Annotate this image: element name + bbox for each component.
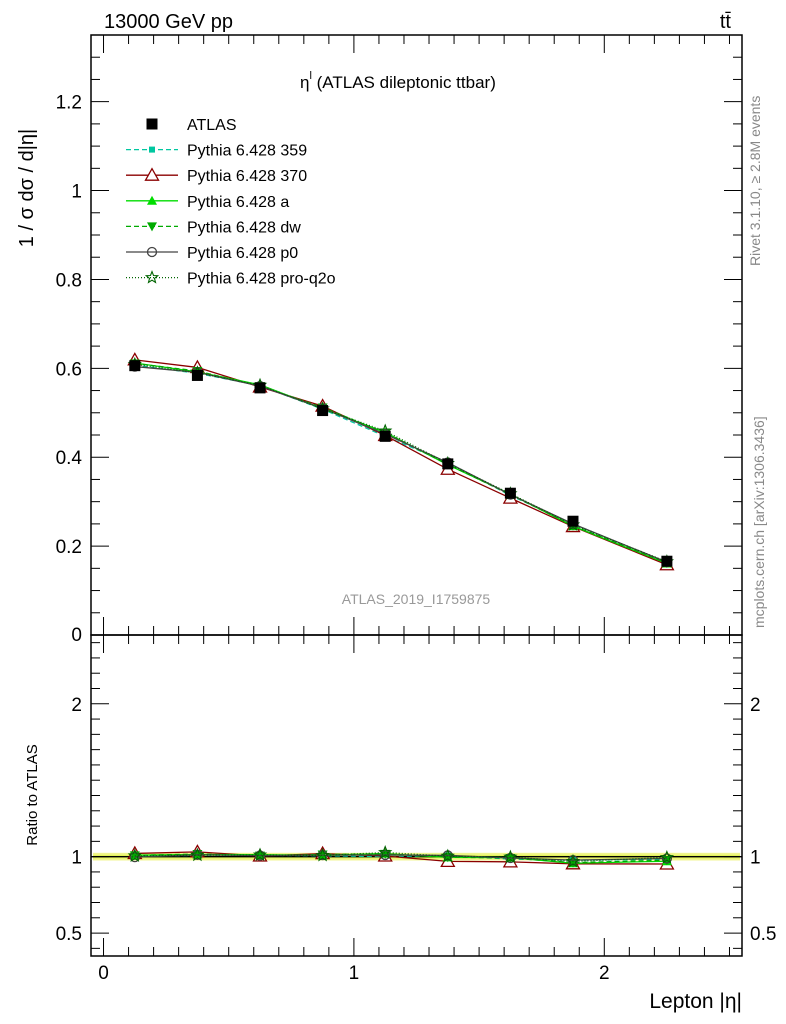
data-point: [442, 458, 454, 470]
data-point: [254, 382, 266, 394]
x-axis-label: Lepton |η|: [649, 990, 742, 1013]
y-tick-label: 0.8: [56, 270, 82, 291]
series-atlas: [129, 360, 673, 567]
legend-label: Pythia 6.428 p0: [187, 245, 298, 262]
legend-entry: Pythia 6.428 370: [126, 167, 307, 185]
header-process-label: tt̄: [720, 11, 732, 33]
ratio-data-point: [565, 853, 581, 868]
ratio-series-line: [134, 851, 667, 863]
legend-marker: [147, 195, 157, 205]
ratio-data-point: [380, 849, 391, 861]
ratio-plot-ylabel: Ratio to ATLAS: [24, 744, 41, 845]
ratio-series-pythia-6-428-pro-q2o: [127, 845, 675, 868]
series-line: [134, 363, 668, 563]
data-point: [567, 515, 579, 527]
header-energy-label: 13000 GeV pp: [104, 11, 233, 33]
legend-label: ATLAS: [187, 117, 237, 134]
series-line: [134, 362, 668, 565]
y-tick-label: 1.2: [56, 93, 82, 114]
data-point: [191, 369, 203, 381]
legend-marker: [146, 118, 158, 130]
legend-label: Pythia 6.428 359: [187, 143, 307, 160]
ratio-plot-panel: 0.5 0.5 1 1 2 2 0 1 2 Ratio to ATLAS Lepton |η|: [24, 634, 776, 1013]
y-tick-label: 0.6: [56, 359, 82, 380]
ratio-y-tick-label: 2: [71, 695, 82, 716]
analysis-tag: ATLAS_2019_I1759875: [342, 591, 491, 607]
ratio-y-tick-label: 0.5: [56, 924, 82, 945]
ratio-y-tick-label-right: 1: [750, 848, 761, 869]
x-tick-label: 0: [98, 963, 109, 984]
series-pythia-6-428-dw: [129, 359, 672, 568]
main-plot-series: [127, 352, 675, 571]
legend-marker: [144, 167, 160, 181]
y-tick-label: 0.2: [56, 537, 82, 558]
ratio-data-point: [315, 847, 330, 862]
rivet-label: Rivet 3.1.10, ≥ 2.8M events: [747, 96, 763, 266]
ratio-data-point: [503, 849, 518, 864]
x-tick-label: 1: [349, 963, 360, 984]
legend-label: Pythia 6.428 pro-q2o: [187, 271, 336, 288]
legend-marker: [144, 270, 160, 284]
ratio-data-point: [252, 847, 268, 862]
data-point: [317, 405, 329, 417]
main-plot-panel: 0.2 0.4 0.6 0.8 1 1.2 0 ηl (ATLAS dileptonic t…: [16, 34, 743, 646]
y-tick-label: 1: [71, 182, 82, 203]
legend-label: Pythia 6.428 a: [187, 194, 289, 211]
ratio-data-point: [440, 848, 455, 863]
legend-entry: Pythia 6.428 a: [126, 194, 289, 211]
series-pythia-6-428-pro-q2o: [127, 356, 675, 568]
ratio-data-point: [505, 852, 516, 864]
legend-entry: Pythia 6.428 pro-q2o: [126, 270, 336, 288]
legend-label: Pythia 6.428 370: [187, 168, 307, 185]
legend: ATLAS Pythia 6.428 359 Pythia 6.428 370 Pyt…: [126, 117, 336, 288]
legend-label: Pythia 6.428 dw: [187, 219, 301, 236]
main-plot-ylabel: 1 / σ dσ / d|η|: [16, 129, 38, 247]
ratio-y-tick-label: 1: [71, 848, 82, 869]
ratio-reference-band: 0.5 0.5 1 1 2 2 0 1 2: [56, 635, 776, 984]
series-line: [134, 359, 668, 566]
legend-marker: [149, 146, 155, 153]
y-tick-label: 0.4: [56, 448, 83, 469]
main-plot-axes: 0.2 0.4 0.6 0.8 1 1.2 0: [56, 35, 742, 646]
data-point: [504, 487, 516, 499]
legend-entry: Pythia 6.428 dw: [126, 219, 301, 236]
ratio-data-point: [661, 853, 673, 864]
ratio-y-tick-label-right: 0.5: [750, 924, 776, 945]
main-plot-title: ηl (ATLAS dileptonic ttbar): [300, 70, 496, 92]
ratio-plot-series: [127, 844, 675, 870]
ratio-data-point: [190, 847, 205, 862]
legend-entry: ATLAS: [146, 117, 237, 134]
series-pythia-6-428-359: [131, 362, 670, 566]
mcplots-label: mcplots.cern.ch [arXiv:1306.3436]: [751, 416, 767, 628]
ratio-data-point: [378, 845, 393, 859]
x-tick-label: 2: [599, 963, 610, 984]
legend-marker: [147, 222, 157, 232]
data-point: [129, 360, 141, 372]
ratio-data-point: [127, 848, 142, 862]
series-pythia-6-428-370: [127, 352, 675, 571]
ratio-data-point: [129, 851, 140, 863]
ratio-data-point: [659, 850, 675, 864]
series-line: [134, 362, 668, 564]
ratio-plot-frame: [90, 634, 743, 957]
legend-entry: Pythia 6.428 p0: [126, 245, 298, 262]
y-tick-label-zero: 0: [71, 625, 82, 646]
legend-entry: Pythia 6.428 359: [126, 143, 307, 160]
data-point: [379, 430, 391, 442]
ratio-y-tick-label-right: 2: [750, 695, 761, 716]
data-point: [661, 555, 673, 567]
legend-marker: [146, 246, 158, 258]
series-pythia-6-428-a: [129, 358, 672, 568]
series-pythia-6-428-p0: [129, 361, 673, 568]
